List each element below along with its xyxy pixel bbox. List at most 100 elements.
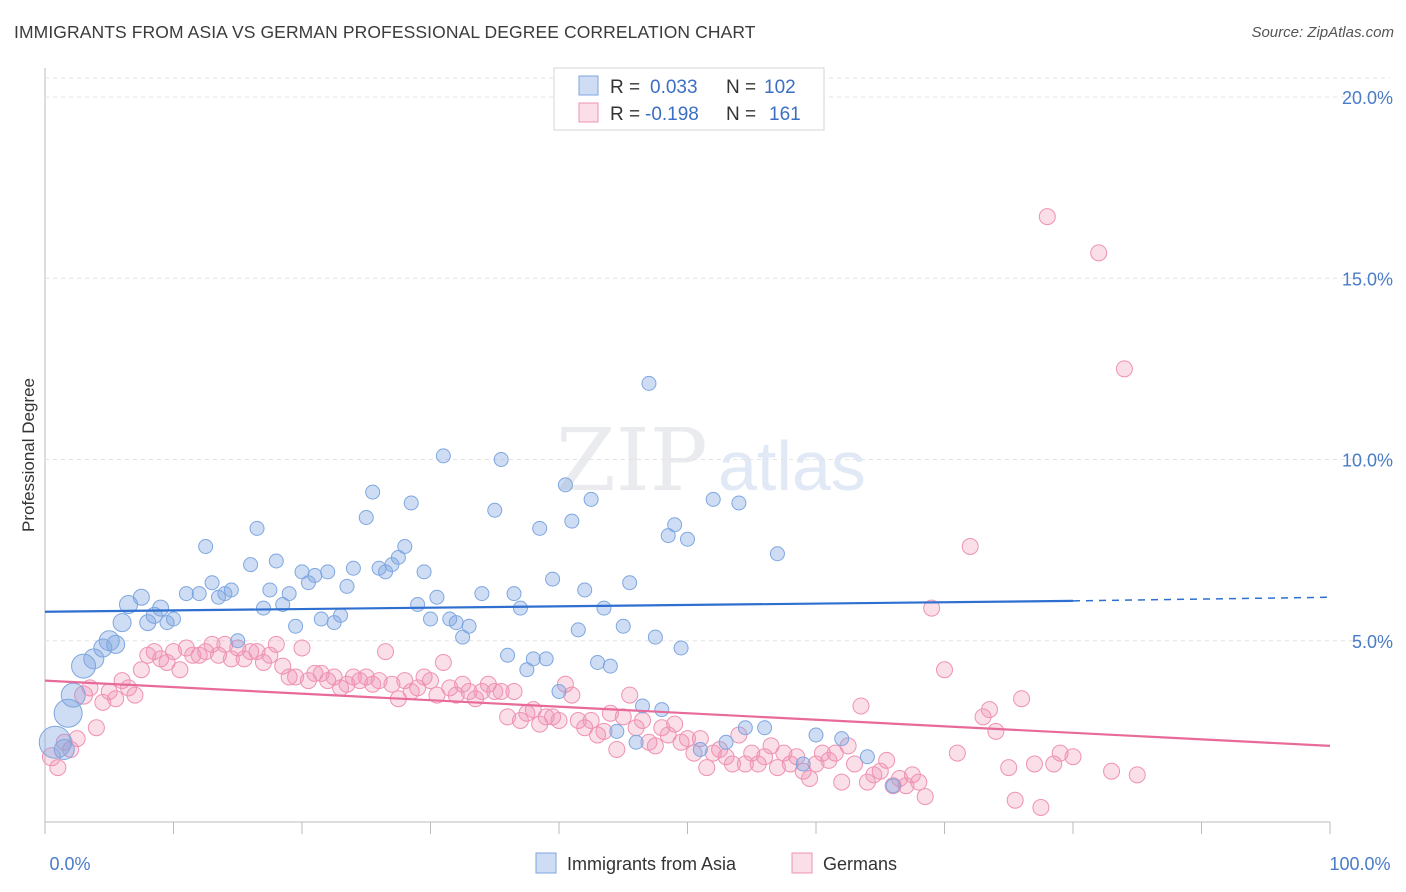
germans-point <box>743 744 761 762</box>
asia-point <box>757 720 773 736</box>
chart-source: Source: ZipAtlas.com <box>1251 24 1394 41</box>
trend-lines <box>44 596 1331 747</box>
germans-point <box>145 643 163 661</box>
asia-point <box>288 618 304 634</box>
germans-point <box>209 646 227 664</box>
legend-asia-n-label: N = <box>726 77 756 98</box>
asia-point <box>885 778 901 794</box>
germans-point <box>428 686 446 704</box>
x-tick-label-max: 100.0% <box>1329 854 1390 874</box>
germans-point <box>550 712 568 729</box>
asia-point <box>249 520 265 536</box>
asia-point <box>673 640 689 656</box>
germans-point <box>383 675 401 693</box>
asia-point <box>859 749 875 765</box>
asia-point <box>532 520 548 536</box>
germans-point <box>267 635 285 653</box>
legend-germans-n-value: 161 <box>769 104 801 125</box>
legend-asia-n-value: 102 <box>764 77 796 98</box>
legend-swatch-asia <box>578 75 599 96</box>
asia-point <box>243 557 259 573</box>
legend-asia-r-label: R = <box>610 77 640 98</box>
germans-point <box>614 708 632 726</box>
legend-germans-r-value: -0.198 <box>645 104 699 125</box>
germans-point <box>338 675 356 693</box>
stats-legend: R = 0.033 N = 102 R = -0.198 N = 161 <box>553 67 825 131</box>
asia-point <box>660 528 676 544</box>
germans-point <box>505 683 523 700</box>
germans-point <box>563 686 581 704</box>
asia-point <box>590 655 606 670</box>
asia-point <box>795 756 811 772</box>
asia-point <box>834 731 850 747</box>
asia-point <box>557 477 573 493</box>
germans-point <box>1103 762 1121 780</box>
watermark: ZIP atlas <box>556 411 866 511</box>
germans-point <box>312 664 330 682</box>
asia-point <box>577 582 593 598</box>
germans-point <box>248 643 266 661</box>
germans-point <box>197 643 215 661</box>
trend-line-asia-extension <box>1072 596 1331 602</box>
asia-point <box>737 720 753 736</box>
asia-point <box>268 553 284 569</box>
asia-point <box>132 588 150 606</box>
germans-point <box>1045 755 1063 773</box>
trend-line-asia <box>44 599 1074 613</box>
germans-point <box>749 755 767 773</box>
watermark-zip: ZIP <box>556 411 708 511</box>
watermark-atlas: atlas <box>718 427 866 505</box>
asia-point <box>152 599 170 617</box>
series-germans-points <box>41 208 1146 816</box>
asia-point <box>500 647 516 663</box>
germans-point <box>1115 360 1133 378</box>
germans-point <box>858 773 876 791</box>
asia-point <box>570 622 586 638</box>
gridlines <box>45 77 1390 642</box>
germans-point <box>479 675 497 693</box>
asia-point <box>583 491 599 507</box>
germans-point <box>370 672 388 690</box>
germans-point <box>871 762 889 780</box>
germans-point <box>306 664 324 682</box>
asia-point <box>204 575 220 591</box>
asia-point <box>53 739 75 760</box>
germans-point <box>87 719 105 737</box>
germans-point <box>132 661 150 679</box>
germans-point <box>884 777 902 795</box>
y-tick-label: 5.0% <box>1352 632 1393 652</box>
asia-point <box>416 564 432 580</box>
germans-point <box>608 741 626 758</box>
series-legend-swatch-asia <box>535 852 557 874</box>
asia-point <box>647 629 663 645</box>
legend-swatch-germans <box>578 102 599 123</box>
asia-point <box>60 682 86 708</box>
germans-point <box>936 661 953 679</box>
y-axis-tick-labels: 5.0% 10.0% 15.0% 20.0% <box>1342 88 1393 652</box>
germans-point <box>679 730 696 748</box>
germans-point <box>203 635 221 653</box>
asia-point <box>667 517 683 533</box>
germans-point <box>974 708 992 726</box>
asia-point <box>493 452 509 467</box>
germans-point <box>473 683 491 700</box>
asia-point <box>680 531 695 547</box>
germans-point <box>1000 759 1018 777</box>
asia-point <box>275 597 291 612</box>
germans-point <box>595 722 613 740</box>
germans-point <box>280 668 298 686</box>
germans-point <box>254 654 272 671</box>
germans-point <box>441 679 459 697</box>
germans-point <box>878 751 896 769</box>
asia-point <box>390 549 406 565</box>
asia-point <box>692 742 708 757</box>
germans-point <box>261 646 279 664</box>
x-axis-ticks <box>44 822 1331 834</box>
asia-point <box>519 662 535 678</box>
series-asia-points <box>38 375 901 794</box>
germans-point <box>762 737 780 755</box>
germans-point <box>177 639 195 657</box>
series-legend: Immigrants from Asia Germans <box>535 852 897 874</box>
germans-point <box>299 672 317 690</box>
asia-point <box>525 651 541 667</box>
